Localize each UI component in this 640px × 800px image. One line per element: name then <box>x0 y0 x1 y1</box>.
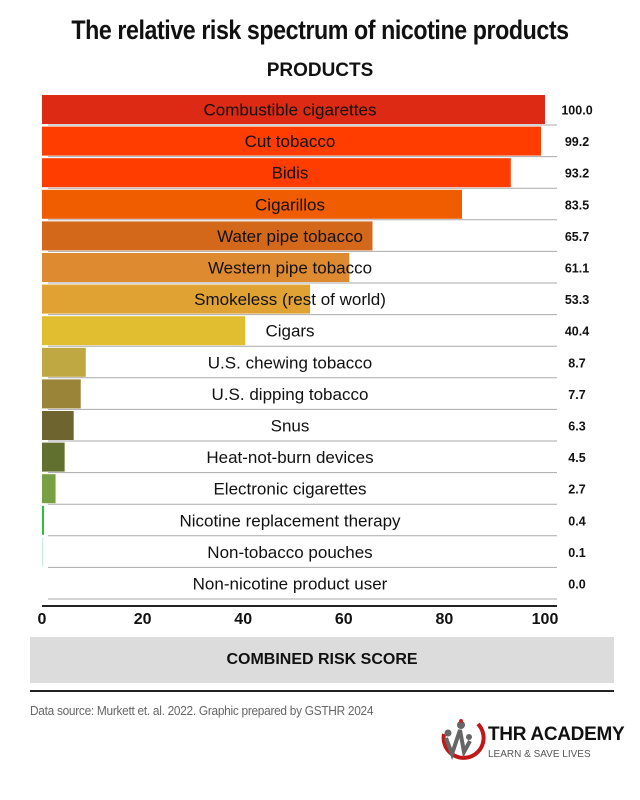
category-label: U.S. chewing tobacco <box>208 353 372 372</box>
category-label: Western pipe tobacco <box>208 259 372 278</box>
value-label: 0.4 <box>568 514 585 528</box>
x-tick-label: 0 <box>38 611 47 628</box>
bar <box>42 442 65 472</box>
x-tick-label: 100 <box>532 611 559 628</box>
category-label: Snus <box>271 417 310 436</box>
x-tick-label: 40 <box>234 611 252 628</box>
category-label: Electronic cigarettes <box>213 480 366 499</box>
category-label: Water pipe tobacco <box>217 227 363 246</box>
value-label: 61.1 <box>565 262 589 276</box>
category-label: Cigarillos <box>255 195 325 214</box>
x-axis-label: COMBINED RISK SCORE <box>30 637 614 683</box>
bar <box>42 189 463 219</box>
value-label: 53.3 <box>565 293 589 307</box>
x-tick-label: 20 <box>134 611 152 628</box>
value-label: 65.7 <box>565 230 589 244</box>
logo-emblem-icon <box>441 719 486 760</box>
value-label: 0.1 <box>568 546 585 560</box>
bar <box>42 284 311 314</box>
bar <box>42 221 373 251</box>
category-label: Combustible cigarettes <box>204 101 377 120</box>
category-label: Non-nicotine product user <box>193 575 388 594</box>
bar <box>42 505 45 535</box>
category-label: U.S. dipping tobacco <box>212 385 369 404</box>
bar <box>42 474 56 504</box>
category-label: Cut tobacco <box>245 132 336 151</box>
value-label: 40.4 <box>565 325 589 339</box>
value-label: 2.7 <box>568 483 585 497</box>
value-label: 4.5 <box>568 451 585 465</box>
value-label: 7.7 <box>568 388 585 402</box>
category-label: Bidis <box>272 164 309 183</box>
thr-academy-logo: THR ACADEMY LEARN & SAVE LIVES <box>436 719 625 772</box>
chart-subtitle: PRODUCTS <box>266 60 374 81</box>
value-label: 8.7 <box>568 356 585 370</box>
value-label: 0.0 <box>568 578 585 592</box>
bar <box>42 537 44 567</box>
bar <box>42 158 511 188</box>
bar <box>42 253 350 282</box>
value-label: 100.0 <box>561 104 592 118</box>
bar <box>42 316 246 346</box>
bar <box>42 379 81 409</box>
bar <box>42 411 74 440</box>
chart-title: The relative risk spectrum of nicotine p… <box>71 15 569 45</box>
bar <box>42 126 541 156</box>
x-tick-label: 60 <box>335 611 353 628</box>
x-tick-label: 80 <box>436 611 454 628</box>
logo-tagline: LEARN & SAVE LIVES <box>488 749 591 760</box>
category-label: Cigars <box>265 322 314 341</box>
category-label: Non-tobacco pouches <box>207 543 372 562</box>
value-label: 6.3 <box>568 420 585 434</box>
data-source: Data source: Murkett et. al. 2022. Graph… <box>30 704 374 718</box>
value-label: 99.2 <box>565 135 589 149</box>
category-label: Nicotine replacement therapy <box>179 511 401 530</box>
value-label: 93.2 <box>565 167 589 181</box>
category-label: Smokeless (rest of world) <box>194 290 386 309</box>
logo-title: THR ACADEMY <box>488 724 625 745</box>
bar <box>42 347 86 377</box>
bar-chart: Combustible cigarettes 100.0 Cut tobacco 99… <box>38 95 593 628</box>
bar <box>42 95 545 124</box>
divider <box>30 690 614 692</box>
category-label: Heat-not-burn devices <box>206 448 373 467</box>
value-label: 83.5 <box>565 198 589 212</box>
